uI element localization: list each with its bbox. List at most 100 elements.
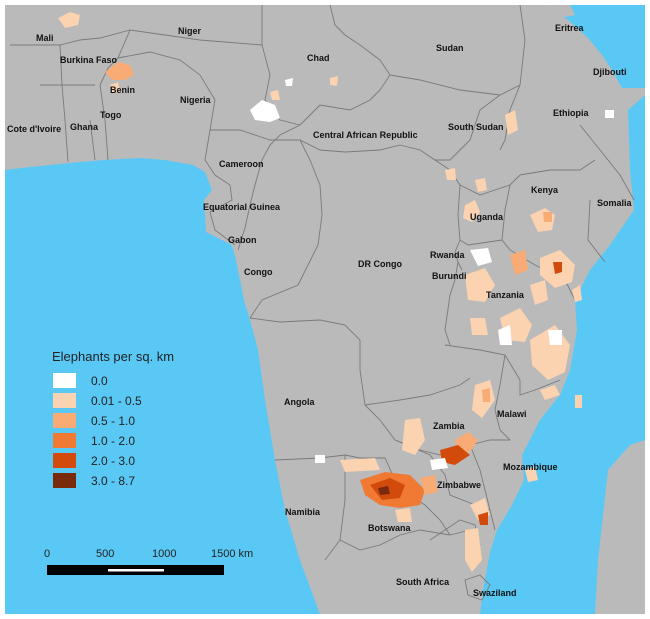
scale-tick-label: 1000 [152,548,176,560]
range-benin-2 [110,82,120,92]
legend-item: 3.0 - 8.7 [53,473,135,488]
range-malawi-2 [482,388,490,402]
country-label-eritrea: Eritrea [555,23,585,33]
country-label-cameroon: Cameroon [219,159,264,169]
legend-label: 1.0 - 2.0 [91,434,135,448]
range-nigeria-cameroon [250,100,280,122]
range-tanzania-north [510,250,528,275]
legend-item: 2.0 - 3.0 [53,453,135,468]
country-label-chad: Chad [307,53,330,63]
legend-title: Elephants per sq. km [52,349,174,364]
scale-end-label: 1500 km [211,548,253,560]
range-hwange [420,475,438,495]
range-chobe-max [378,486,390,495]
country-label-nigeria: Nigeria [180,95,212,105]
legend-swatch [53,473,76,488]
range-tanzania-white-1 [470,248,492,266]
country-label-zimbabwe: Zimbabwe [437,480,481,490]
elephant-range-areas [58,12,614,572]
legend-label: 0.5 - 1.0 [91,414,135,428]
range-burkina-benin [105,62,134,80]
country-label-uganda: Uganda [470,212,504,222]
range-south-sudan [505,110,518,135]
range-kenya-2 [543,212,552,222]
country-label-niger: Niger [178,26,202,36]
country-label-botswana: Botswana [368,523,412,533]
range-kruger [465,528,482,572]
range-ethiopia [605,110,614,118]
country-label-zambia: Zambia [433,421,466,431]
country-label-tanzania: Tanzania [486,290,525,300]
country-label-burundi: Burundi [432,271,467,281]
country-label-dr-congo: DR Congo [358,259,402,269]
country-label-south-africa: South Africa [396,577,450,587]
legend-label: 0.0 [91,374,108,388]
legend-swatch [53,393,76,408]
country-label-burkina: Burkina Faso [60,55,118,65]
range-kenya-coast [572,285,582,302]
country-label-angola: Angola [284,397,315,407]
range-kenya-dense [553,262,562,274]
range-botswana-south [395,508,412,522]
scale-bar-inner [108,569,164,572]
legend-item: 1.0 - 2.0 [53,433,135,448]
range-car [445,168,456,180]
country-label-togo: Togo [100,110,122,120]
legend-swatch [53,373,76,388]
range-caprivi [340,458,380,472]
country-labels: Mali Niger Burkina Faso Benin Nigeria Ch… [7,23,633,598]
country-label-benin: Benin [110,85,135,95]
country-label-car: Central African Republic [313,130,418,140]
country-label-mozambique: Mozambique [503,462,558,472]
country-label-somalia: Somalia [597,198,633,208]
range-chad-west [285,78,293,86]
range-uganda-north [475,178,487,192]
legend-swatch [53,453,76,468]
scale-tick-label: 500 [96,548,114,560]
country-label-gabon: Gabon [228,235,257,245]
country-label-djibouti: Djibouti [593,67,627,77]
legend-label: 2.0 - 3.0 [91,454,135,468]
legend-item: 0.0 [53,373,108,388]
country-borders [10,4,635,601]
range-angola-white [315,455,325,463]
country-label-malawi: Malawi [497,409,527,419]
legend-label: 3.0 - 8.7 [91,474,135,488]
range-zambia-luangwa [455,432,478,452]
country-label-swaziland: Swaziland [473,588,517,598]
range-mozambique-north [540,385,560,400]
range-gonarezhou [478,512,488,525]
range-zambia-white [430,458,448,470]
country-label-cote-divoire: Cote d'Ivoire [7,124,61,134]
legend: Elephants per sq. km 0.0 0.01 - 0.5 0.5 … [52,349,174,488]
country-label-mali: Mali [36,33,54,43]
range-tanzania-1 [465,268,495,302]
range-zambezi-valley [440,445,470,465]
range-cameroon-small [270,90,280,100]
country-label-congo: Congo [244,267,273,277]
range-mozambique-central [525,466,538,482]
range-mali [58,12,80,28]
country-label-namibia: Namibia [285,507,321,517]
range-zambia [402,418,425,455]
legend-item: 0.5 - 1.0 [53,413,135,428]
range-uganda [463,200,480,222]
country-label-south-sudan: South Sudan [448,122,504,132]
scale-bar: 0 500 1000 1500 km [44,548,253,575]
legend-swatch [53,433,76,448]
country-label-car-line: Central African Republic [313,130,418,140]
range-tanzania-4 [530,280,548,305]
range-tanzania-white-3 [548,330,562,345]
country-label-ethiopia: Ethiopia [553,108,589,118]
legend-item: 0.01 - 0.5 [53,393,142,408]
landmass [5,5,645,614]
country-label-rwanda: Rwanda [430,250,466,260]
range-mozambique-coast [575,395,582,408]
range-tanzania-white-2 [498,325,512,345]
country-label-kenya: Kenya [531,185,559,195]
legend-swatch [53,413,76,428]
range-tanzania-3 [470,318,488,335]
